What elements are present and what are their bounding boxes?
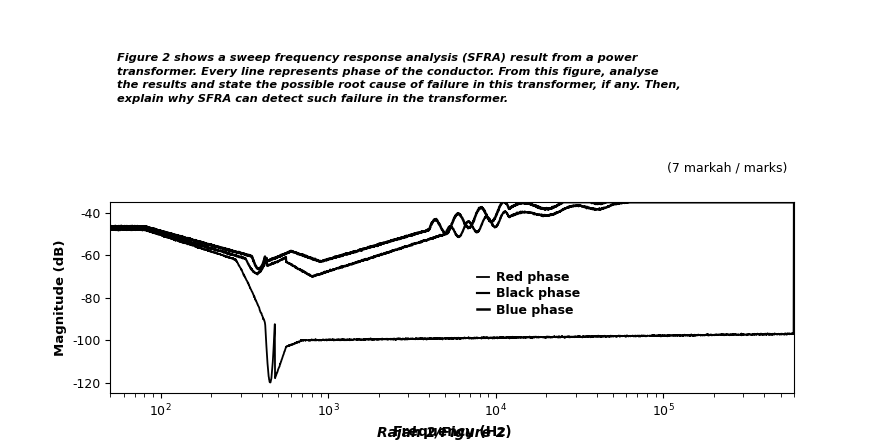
- Black phase: [789, 199, 799, 205]
- Red phase: [397, 235, 407, 240]
- Blue phase: [223, 255, 234, 260]
- Black phase: [621, 199, 632, 205]
- Red phase: [789, 199, 799, 205]
- Black phase: [702, 199, 713, 205]
- Blue phase: [265, 380, 275, 385]
- Black phase: [183, 239, 193, 244]
- Red phase: [775, 199, 786, 205]
- Black phase: [367, 255, 377, 260]
- Red phase: [253, 267, 264, 272]
- X-axis label: Frequency (Hz): Frequency (Hz): [392, 425, 512, 439]
- Black phase: [775, 199, 786, 205]
- Red phase: [497, 199, 507, 205]
- Blue phase: [183, 242, 193, 247]
- Red phase: [105, 223, 116, 229]
- Red phase: [702, 199, 713, 205]
- Legend: Red phase, Black phase, Blue phase: Red phase, Black phase, Blue phase: [472, 267, 585, 322]
- Blue phase: [367, 336, 377, 342]
- Text: Figure 2 shows a sweep frequency response analysis (SFRA) result from a power
tr: Figure 2 shows a sweep frequency respons…: [117, 53, 681, 104]
- Black phase: [307, 274, 318, 279]
- Line: Blue phase: Blue phase: [110, 202, 794, 382]
- Red phase: [223, 248, 234, 253]
- Line: Red phase: Red phase: [110, 202, 794, 269]
- Red phase: [183, 236, 193, 242]
- Text: Rajah 2/Figure 2: Rajah 2/Figure 2: [377, 426, 505, 440]
- Y-axis label: Magnitude (dB): Magnitude (dB): [54, 240, 67, 356]
- Black phase: [397, 244, 407, 250]
- Blue phase: [775, 331, 786, 336]
- Blue phase: [105, 228, 116, 233]
- Blue phase: [397, 337, 407, 342]
- Blue phase: [789, 199, 799, 205]
- Line: Black phase: Black phase: [110, 202, 794, 277]
- Black phase: [105, 225, 116, 231]
- Text: (7 markah / marks): (7 markah / marks): [667, 161, 787, 174]
- Red phase: [367, 244, 377, 249]
- Black phase: [223, 251, 234, 256]
- Blue phase: [702, 332, 713, 338]
